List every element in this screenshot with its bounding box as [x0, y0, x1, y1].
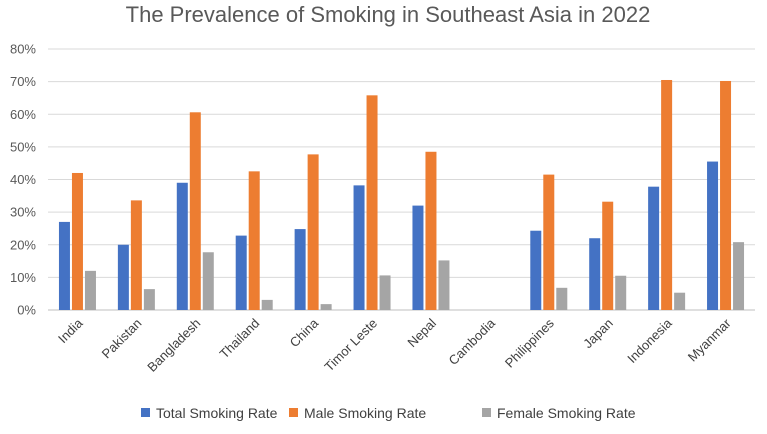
- bar-male-smoking-rate: [602, 201, 614, 310]
- bar-total-smoking-rate: [412, 205, 424, 310]
- bar-male-smoking-rate: [130, 200, 142, 310]
- bar-total-smoking-rate: [589, 238, 601, 310]
- x-axis-categories: India Pakistan Bangladesh Thailand China Timo…: [55, 315, 734, 375]
- x-category-label: Timor Leste: [321, 316, 380, 375]
- y-tick-label: 50%: [10, 139, 36, 154]
- bar-total-smoking-rate: [353, 185, 365, 310]
- bar-female-smoking-rate: [438, 260, 450, 310]
- bar-male-smoking-rate: [543, 174, 555, 310]
- bar-male-smoking-rate: [248, 171, 260, 310]
- x-category-label: China: [287, 315, 322, 350]
- bar-male-smoking-rate: [71, 172, 83, 310]
- x-category-label: Nepal: [404, 315, 439, 350]
- bar-female-smoking-rate: [320, 304, 332, 310]
- x-category-label: Bangladesh: [144, 316, 203, 375]
- y-tick-label: 10%: [10, 270, 36, 285]
- bar-female-smoking-rate: [733, 242, 745, 310]
- legend-swatch: [141, 408, 150, 417]
- bar-male-smoking-rate: [425, 151, 437, 310]
- bar-male-smoking-rate: [189, 112, 201, 310]
- bar-female-smoking-rate: [556, 287, 568, 310]
- x-category-label: Philippines: [502, 315, 557, 370]
- legend-swatch: [482, 408, 491, 417]
- legend-swatch: [289, 408, 298, 417]
- bar-total-smoking-rate: [530, 230, 542, 310]
- x-category-label: Cambodia: [445, 315, 498, 368]
- y-tick-label: 40%: [10, 172, 36, 187]
- y-tick-label: 20%: [10, 237, 36, 252]
- bar-total-smoking-rate: [117, 244, 129, 310]
- x-category-label: Myanmar: [685, 315, 734, 364]
- bar-total-smoking-rate: [235, 235, 247, 310]
- bar-female-smoking-rate: [261, 299, 273, 310]
- gridlines: [48, 48, 755, 311]
- chart-title: The Prevalence of Smoking in Southeast A…: [126, 2, 651, 27]
- x-category-label: Japan: [580, 316, 616, 352]
- bar-total-smoking-rate: [648, 186, 660, 310]
- bar-total-smoking-rate: [176, 182, 188, 310]
- legend-label: Total Smoking Rate: [156, 405, 278, 421]
- bar-female-smoking-rate: [674, 292, 686, 310]
- x-category-label: Thailand: [216, 316, 262, 362]
- x-category-label: Pakistan: [99, 316, 145, 362]
- bar-total-smoking-rate: [707, 161, 719, 310]
- bar-male-smoking-rate: [661, 79, 673, 311]
- bar-total-smoking-rate: [58, 221, 70, 310]
- bar-female-smoking-rate: [143, 289, 155, 310]
- y-tick-label: 0%: [17, 303, 36, 318]
- bar-female-smoking-rate: [379, 275, 391, 310]
- bar-total-smoking-rate: [294, 229, 306, 310]
- bar-female-smoking-rate: [202, 252, 214, 310]
- y-tick-label: 70%: [10, 74, 36, 89]
- bar-female-smoking-rate: [615, 275, 627, 310]
- bar-female-smoking-rate: [84, 270, 96, 310]
- y-axis-ticks: 0% 10% 20% 30% 40% 50% 60% 70% 80%: [10, 42, 36, 318]
- x-category-label: India: [55, 315, 86, 346]
- bar-male-smoking-rate: [366, 95, 378, 310]
- y-tick-label: 60%: [10, 107, 36, 122]
- legend-label: Female Smoking Rate: [497, 405, 636, 421]
- y-tick-label: 30%: [10, 205, 36, 220]
- legend-label: Male Smoking Rate: [304, 405, 426, 421]
- bar-male-smoking-rate: [307, 154, 319, 310]
- x-category-label: Indonesia: [624, 315, 675, 366]
- legend: Total Smoking Rate Male Smoking Rate Femal…: [141, 405, 636, 421]
- bars: [58, 79, 745, 311]
- y-tick-label: 80%: [10, 42, 36, 57]
- bar-male-smoking-rate: [720, 80, 732, 310]
